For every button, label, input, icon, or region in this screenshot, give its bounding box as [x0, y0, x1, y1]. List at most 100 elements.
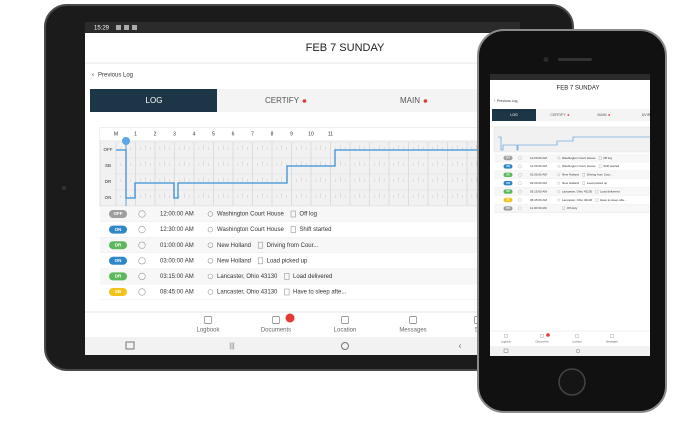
log-time: 08:45:00 AM — [530, 198, 547, 202]
sys-recent[interactable]: ||| — [229, 343, 235, 350]
nav-icon[interactable] — [341, 316, 349, 324]
sys-home[interactable] — [341, 342, 349, 350]
log-row[interactable] — [100, 284, 480, 300]
log-time: 12:00:00 AM — [530, 156, 547, 160]
nav-icon[interactable] — [575, 334, 579, 338]
nav-label[interactable]: Logbook — [501, 340, 512, 344]
hour-label: 7 — [251, 131, 254, 137]
status-badge — [503, 206, 513, 211]
status-label: OFF — [506, 158, 511, 160]
tab-label[interactable]: DVIR — [642, 113, 651, 117]
tab-label[interactable]: LOG — [146, 96, 163, 105]
log-time: 03:15:00 AM — [530, 189, 547, 193]
sys-back[interactable]: ‹ — [459, 340, 462, 350]
log-note: Shift started — [603, 164, 619, 168]
note-icon — [562, 206, 565, 211]
hour-label: 3 — [173, 131, 176, 137]
log-location: Lancaster, Ohio 43130 — [562, 198, 593, 202]
log-row[interactable] — [100, 268, 480, 285]
nav-icon[interactable] — [204, 316, 212, 324]
log-note: Load delivered — [293, 274, 332, 280]
log-row[interactable] — [494, 204, 654, 213]
pin-icon — [207, 258, 214, 264]
note-icon — [595, 189, 599, 194]
nav-label[interactable]: Messages — [606, 340, 619, 344]
clock-icon — [138, 257, 146, 265]
status-badge — [503, 181, 513, 186]
clock-icon — [518, 164, 522, 169]
pin-icon — [557, 190, 561, 193]
back-link[interactable]: Previous Log — [98, 73, 133, 79]
log-time: 01:00:00 AM — [160, 243, 194, 249]
log-location: Washington Court House — [562, 156, 596, 160]
status-label: DR — [115, 274, 122, 279]
log-row[interactable] — [494, 179, 654, 188]
log-row[interactable] — [100, 253, 480, 269]
nav-label[interactable]: Documents — [261, 328, 291, 334]
tablet-camera — [62, 186, 66, 190]
log-note: Driving from Cour... — [587, 173, 613, 177]
note-icon — [257, 257, 264, 265]
nav-label[interactable]: Messages — [399, 328, 426, 334]
clock-icon — [138, 272, 146, 281]
clock-icon — [518, 189, 522, 194]
sys-home[interactable] — [575, 348, 581, 354]
log-row[interactable] — [100, 206, 480, 222]
back-chevron[interactable]: ‹ — [92, 73, 94, 79]
note-icon — [257, 241, 264, 249]
graph-panel — [493, 126, 650, 153]
sys-icon[interactable] — [503, 348, 509, 353]
status-time: 15:29 — [94, 26, 110, 32]
log-row[interactable] — [100, 237, 480, 253]
log-time: 03:15:00 AM — [160, 274, 194, 280]
tab-label[interactable]: LOG — [510, 113, 518, 117]
log-row[interactable] — [100, 221, 480, 238]
tab-label[interactable]: MAIN — [400, 96, 420, 105]
home-button[interactable] — [558, 368, 586, 396]
nav-icon[interactable] — [504, 334, 508, 338]
status-label: ON — [506, 166, 510, 168]
log-note: Have to sleep afte... — [293, 290, 347, 296]
badge-dot — [546, 333, 550, 337]
status-bar — [85, 22, 520, 33]
cursor-handle[interactable] — [122, 137, 130, 145]
hour-label: 5 — [212, 131, 215, 137]
tab-label[interactable]: CERTIFY — [550, 113, 566, 117]
back-chevron[interactable]: ‹ — [494, 99, 496, 103]
nav-label[interactable]: Location — [334, 328, 357, 334]
status-label: OFF — [114, 211, 123, 216]
phone-camera — [543, 57, 549, 62]
note-icon — [284, 273, 290, 280]
log-row[interactable] — [494, 162, 654, 171]
nav-label[interactable]: Logbook — [196, 328, 220, 334]
log-row[interactable] — [494, 187, 654, 196]
status-badge — [109, 288, 127, 296]
status-badge — [503, 172, 513, 177]
log-row[interactable] — [494, 170, 654, 179]
log-note: Driving from Cour... — [267, 243, 319, 249]
nav-label[interactable]: Documents — [535, 340, 549, 344]
hour-label: 6 — [232, 131, 235, 137]
hour-label: 9 — [290, 131, 293, 137]
sys-icon[interactable] — [125, 341, 135, 350]
pin-icon — [207, 226, 214, 233]
tab-label[interactable]: CERTIFY — [265, 96, 300, 105]
nav-icon[interactable] — [272, 316, 280, 324]
nav-icon[interactable] — [409, 316, 417, 324]
status-bar — [490, 74, 650, 80]
status-badge — [503, 155, 513, 161]
tab-label[interactable]: MAIN — [598, 113, 607, 117]
log-row[interactable] — [494, 153, 654, 163]
clock-icon — [518, 181, 522, 186]
log-location: New Holland — [217, 258, 251, 264]
system-bar — [490, 346, 650, 356]
nav-icon[interactable] — [540, 334, 544, 338]
status-label: ON — [506, 183, 510, 185]
log-note: Have to sleep afte... — [600, 198, 627, 202]
nav-icon[interactable] — [610, 334, 614, 338]
nav-label[interactable]: Location — [572, 340, 582, 344]
status-badge — [109, 225, 127, 234]
log-time: 11:30:00 AM — [530, 206, 547, 210]
back-link[interactable]: Previous Log — [497, 99, 517, 103]
log-row[interactable] — [494, 195, 654, 205]
